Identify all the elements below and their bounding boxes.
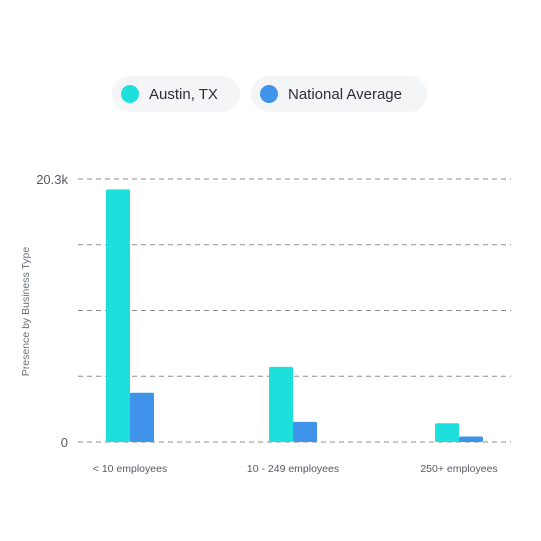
bar-austin-tx-2[interactable] bbox=[435, 423, 459, 442]
x-axis-ticks: < 10 employees 10 - 249 employees 250+ emp… bbox=[93, 463, 498, 475]
bar-national-average-1[interactable] bbox=[293, 421, 317, 442]
y-tick-label: 0 bbox=[61, 435, 68, 450]
x-tick-label: 10 - 249 employees bbox=[247, 463, 339, 475]
bar-national-average-2[interactable] bbox=[459, 436, 483, 442]
bar-austin-tx-1[interactable] bbox=[269, 366, 293, 442]
legend-item-austin[interactable]: Austin, TX bbox=[112, 76, 240, 112]
legend-label-national-average: National Average bbox=[288, 85, 402, 103]
y-tick-label: 20.3k bbox=[36, 172, 68, 187]
y-axis-title: Presence by Business Type bbox=[20, 247, 32, 377]
bar-national-average-0[interactable] bbox=[130, 392, 154, 442]
legend: Austin, TX National Average bbox=[0, 76, 541, 112]
legend-item-national-average[interactable]: National Average bbox=[251, 76, 427, 112]
bar-austin-tx-0[interactable] bbox=[106, 189, 130, 442]
y-axis-ticks: 20.3k 0 bbox=[36, 172, 68, 450]
bars bbox=[106, 189, 483, 442]
legend-swatch-national-average bbox=[260, 85, 278, 103]
legend-swatch-austin bbox=[121, 85, 139, 103]
x-tick-label: < 10 employees bbox=[93, 463, 167, 475]
x-tick-label: 250+ employees bbox=[420, 463, 497, 475]
legend-label-austin: Austin, TX bbox=[149, 85, 218, 103]
